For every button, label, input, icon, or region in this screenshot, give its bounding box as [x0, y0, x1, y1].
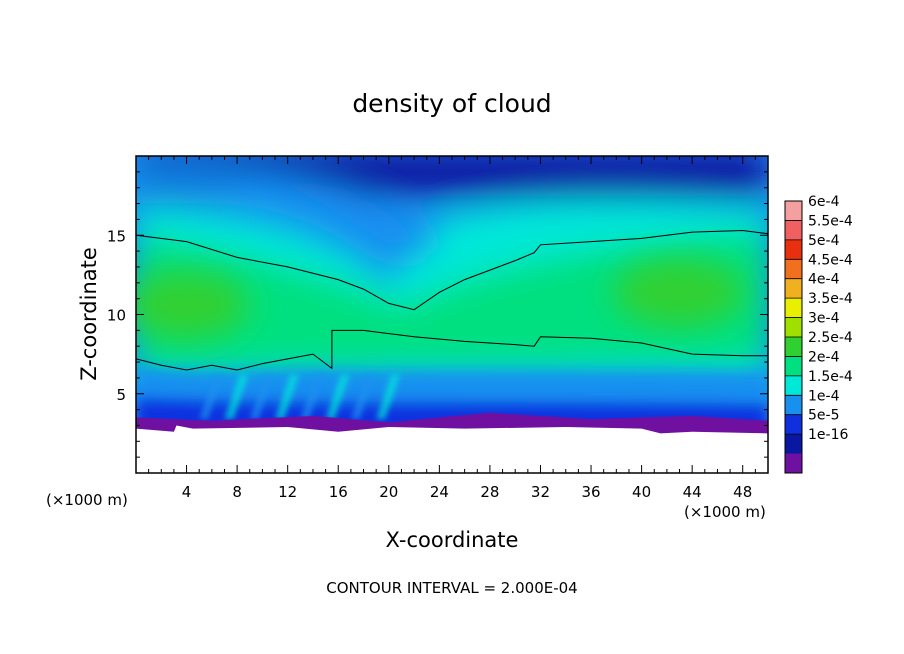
field-dark-tongue [136, 164, 440, 257]
x-tick-label: 8 [232, 483, 242, 501]
contour-lower-z [136, 329, 768, 371]
colorbar-swatch [785, 434, 802, 455]
field-streak [249, 374, 274, 420]
field-streak [376, 374, 401, 420]
y-tick-label: 15 [107, 227, 126, 245]
contour-interval-note: CONTOUR INTERVAL = 2.000E-04 [326, 579, 577, 597]
y-axis-ticks: 5 10 15 [107, 171, 768, 458]
x-tick-label: 32 [531, 483, 550, 501]
x-tick-label: 36 [581, 483, 600, 501]
field-aqua-layer [136, 232, 768, 369]
colorbar-label: 1e-16 [808, 427, 848, 443]
field-green-core-right [613, 258, 746, 327]
colorbar-swatch [785, 298, 802, 319]
x-axis-ticks: 4 8 12 16 20 24 28 32 36 40 44 48 [148, 156, 756, 501]
contour-lines [136, 229, 768, 371]
colorbar: 6e-4 5.5e-4 5e-4 4.5e-4 4e-4 3.5e-4 3e-4 2.5e-4… [784, 194, 853, 474]
colorbar-swatch [785, 453, 802, 474]
colorbar-label: 4e-4 [808, 272, 840, 288]
colorbar-label: 4.5e-4 [808, 252, 853, 268]
colorbar-swatch [785, 337, 802, 357]
contour-upper-z [136, 229, 768, 311]
chart-title: density of cloud [352, 89, 551, 118]
colorbar-label: 5.5e-4 [808, 213, 853, 229]
field-no-data-region [136, 425, 768, 473]
x-tick-label: 12 [278, 483, 297, 501]
x-unit-label-left: (×1000 m) [46, 491, 128, 509]
colorbar-label: 3.5e-4 [808, 291, 853, 307]
colorbar-swatch [785, 414, 802, 435]
colorbar-swatch [785, 356, 802, 377]
y-tick-label: 5 [116, 386, 126, 404]
colorbar-swatch [785, 220, 802, 241]
field-green-core-left [136, 271, 249, 339]
colorbar-label: 5e-4 [808, 233, 840, 249]
field-streak [350, 374, 375, 420]
colorbar-label: 5e-5 [808, 408, 839, 424]
x-unit-label-right: (×1000 m) [684, 503, 766, 521]
field-streak [224, 374, 249, 420]
colorbar-label: 3e-4 [808, 311, 840, 327]
field-streak [325, 374, 350, 420]
field-streak [199, 374, 224, 420]
y-axis-title: Z-coordinate [77, 247, 101, 381]
x-tick-label: 48 [733, 483, 752, 501]
x-tick-label: 20 [379, 483, 398, 501]
field-streak [275, 374, 300, 420]
colorbar-swatch [785, 375, 802, 396]
colorbar-swatch [785, 201, 802, 221]
x-tick-label: 40 [632, 483, 651, 501]
colorbar-label: 1.5e-4 [808, 369, 853, 385]
x-tick-label: 16 [329, 483, 348, 501]
colorbar-swatch [785, 395, 802, 416]
density-field [136, 156, 768, 473]
x-tick-label: 24 [430, 483, 449, 501]
x-tick-label: 44 [683, 483, 702, 501]
x-tick-label: 4 [182, 483, 192, 501]
colorbar-swatch [785, 239, 802, 260]
field-streak [300, 374, 325, 420]
colorbar-label: 2.5e-4 [808, 330, 853, 346]
colorbar-swatch [785, 259, 802, 280]
colorbar-label: 2e-4 [808, 349, 840, 365]
colorbar-swatch [785, 317, 802, 338]
colorbar-swatch [785, 278, 802, 299]
y-tick-label: 10 [107, 307, 126, 325]
x-tick-label: 28 [480, 483, 499, 501]
colorbar-label: 6e-4 [808, 194, 840, 210]
x-axis-title: X-coordinate [386, 528, 519, 552]
colorbar-label: 1e-4 [808, 388, 840, 404]
